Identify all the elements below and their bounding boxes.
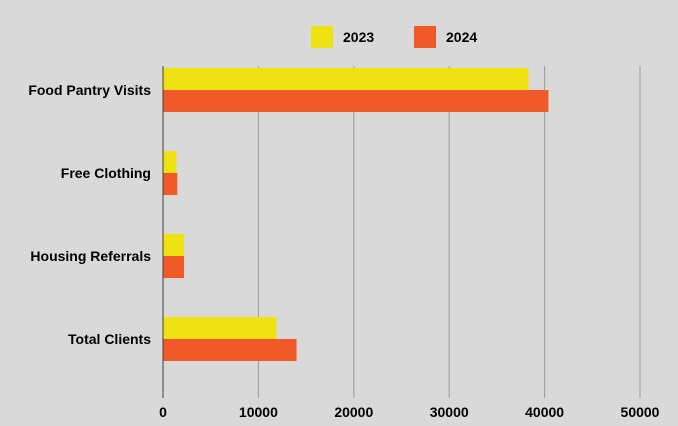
bar-2023-total-clients <box>163 317 277 339</box>
legend-swatch-2023 <box>311 26 333 48</box>
bar-2023-housing-referrals <box>163 234 184 256</box>
category-label: Free Clothing <box>61 165 151 181</box>
x-tick-label: 40000 <box>525 404 564 420</box>
axes: 0 10000 20000 30000 40000 50000 Food Pantry Vi… <box>28 66 660 420</box>
bar-2023-food-pantry-visits <box>163 68 529 90</box>
x-tick-label: 0 <box>159 404 167 420</box>
bars <box>163 68 549 361</box>
legend-swatch-2024 <box>414 26 436 48</box>
bar-2024-free-clothing <box>163 173 178 195</box>
legend-label: 2024 <box>446 29 477 45</box>
category-label: Food Pantry Visits <box>28 82 151 98</box>
category-label: Housing Referrals <box>30 248 151 264</box>
bar-2024-food-pantry-visits <box>163 90 549 112</box>
bar-2024-total-clients <box>163 339 297 361</box>
x-tick-label: 20000 <box>334 404 373 420</box>
category-label: Total Clients <box>68 331 151 347</box>
x-tick-label: 10000 <box>239 404 278 420</box>
legend: 2023 2024 <box>311 26 477 48</box>
bar-2024-housing-referrals <box>163 256 184 278</box>
gridlines <box>257 66 641 398</box>
legend-label: 2023 <box>343 29 374 45</box>
x-tick-label: 50000 <box>621 404 660 420</box>
bar-2023-free-clothing <box>163 151 177 173</box>
x-tick-label: 30000 <box>430 404 469 420</box>
